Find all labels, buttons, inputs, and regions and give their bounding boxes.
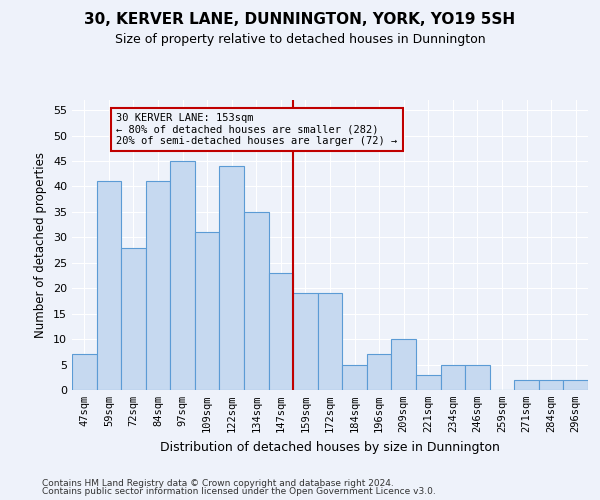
Bar [195,232,220,390]
Bar [391,339,416,390]
Bar [146,182,170,390]
Text: 30 KERVER LANE: 153sqm
← 80% of detached houses are smaller (282)
20% of semi-de: 30 KERVER LANE: 153sqm ← 80% of detached… [116,112,397,146]
Text: Size of property relative to detached houses in Dunnington: Size of property relative to detached ho… [115,32,485,46]
Text: Contains public sector information licensed under the Open Government Licence v3: Contains public sector information licen… [42,487,436,496]
Bar [269,273,293,390]
Bar [465,364,490,390]
Bar [121,248,146,390]
Bar [220,166,244,390]
Y-axis label: Number of detached properties: Number of detached properties [34,152,47,338]
Bar [514,380,539,390]
Text: 30, KERVER LANE, DUNNINGTON, YORK, YO19 5SH: 30, KERVER LANE, DUNNINGTON, YORK, YO19 … [85,12,515,28]
Bar [563,380,588,390]
X-axis label: Distribution of detached houses by size in Dunnington: Distribution of detached houses by size … [160,440,500,454]
Bar [72,354,97,390]
Bar [539,380,563,390]
Bar [367,354,391,390]
Bar [318,294,342,390]
Bar [342,364,367,390]
Bar [440,364,465,390]
Bar [416,374,440,390]
Bar [97,182,121,390]
Bar [170,161,195,390]
Text: Contains HM Land Registry data © Crown copyright and database right 2024.: Contains HM Land Registry data © Crown c… [42,478,394,488]
Bar [293,294,318,390]
Bar [244,212,269,390]
